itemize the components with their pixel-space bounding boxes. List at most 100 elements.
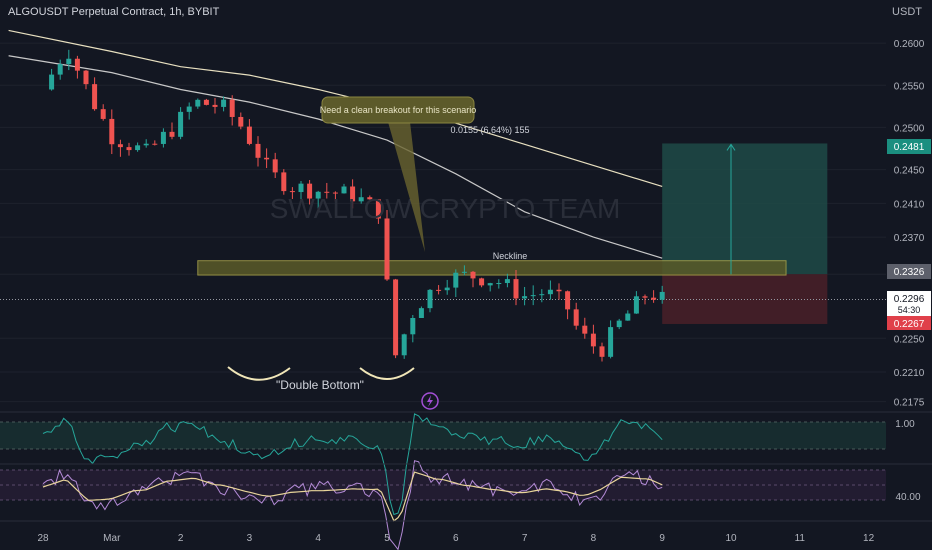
candle-body [427, 289, 433, 309]
candle-body [642, 296, 648, 298]
candle-body [109, 118, 115, 145]
x-tick-label: 12 [863, 533, 875, 544]
candle-body [582, 325, 588, 334]
candle-body [393, 279, 399, 356]
x-tick-label: Mar [103, 533, 121, 544]
candle-body [332, 192, 338, 194]
candle-body [651, 297, 657, 300]
candle-body [350, 186, 356, 202]
candle-body [556, 289, 562, 292]
candle-body [573, 309, 579, 326]
candle-body [504, 279, 510, 284]
candle-body [470, 271, 476, 279]
osc2-signal [42, 471, 663, 522]
ma-slow-line [8, 55, 663, 259]
x-tick-label: 6 [453, 533, 459, 544]
candle-body [530, 295, 536, 297]
candle-body [66, 58, 72, 65]
x-tick-label: 9 [659, 533, 665, 544]
badge-target: 0.2481 [887, 139, 931, 154]
candle-body [57, 64, 63, 75]
neckline-label: Neckline [493, 251, 528, 261]
candle-body [367, 197, 373, 200]
candle-body [453, 272, 459, 288]
x-tick-label: 5 [384, 533, 390, 544]
candle-body [479, 278, 485, 286]
candle-body [238, 116, 244, 127]
y-tick-label: 0.2250 [894, 334, 925, 345]
candle-body [513, 279, 519, 299]
candle-body [436, 289, 442, 291]
measure-label: 0.0155 (6.64%) 155 [450, 125, 529, 135]
candle-body [229, 99, 235, 117]
x-tick-label: 11 [795, 533, 806, 544]
x-tick-label: 10 [725, 533, 737, 544]
candle-body [117, 144, 123, 148]
candle-body [92, 84, 98, 110]
candle-body [358, 197, 364, 202]
candle-body [418, 308, 424, 319]
osc2-line [42, 460, 663, 550]
candle-body [487, 283, 493, 286]
x-tick-label: 2 [178, 533, 184, 544]
candle-body [539, 294, 545, 296]
x-tick-label: 7 [522, 533, 528, 544]
x-tick-label: 4 [315, 533, 321, 544]
svg-text:54:30: 54:30 [898, 305, 921, 315]
candle-body [178, 111, 184, 137]
y-tick-label: 0.2175 [894, 398, 925, 409]
candle-body [384, 218, 390, 280]
candle-body [547, 289, 553, 295]
osc2-level-label: 40.00 [895, 492, 920, 503]
candle-body [341, 186, 347, 194]
candle-body [195, 99, 201, 107]
y-tick-label: 0.2550 [894, 81, 925, 92]
watermark: SWALLOW CRYPTO TEAM [270, 193, 621, 224]
bottom-arc-right [359, 367, 415, 380]
y-tick-label: 0.2500 [894, 123, 925, 134]
candle-body [608, 327, 614, 357]
candle-body [324, 191, 330, 193]
osc1-line [42, 413, 663, 516]
candle-body [186, 106, 192, 112]
candle-body [625, 313, 631, 321]
callout-text: Need a clean breakout for this scenario [320, 105, 477, 115]
x-tick-label: 3 [247, 533, 253, 544]
candle-body [289, 191, 295, 193]
candle-body [315, 191, 321, 199]
candle-body [272, 159, 278, 173]
candle-body [49, 74, 55, 90]
candle-body [221, 99, 227, 107]
candle-body [410, 318, 416, 335]
candle-body [246, 126, 252, 144]
badge-level: 0.2326 [887, 264, 931, 279]
neckline-zone [197, 260, 787, 276]
candle-body [126, 147, 132, 151]
candle-body [135, 145, 141, 151]
y-tick-label: 0.2410 [894, 199, 925, 210]
candlesticks [49, 49, 665, 362]
lightning-icon[interactable] [421, 392, 439, 410]
badge-current: 0.2296 54:30 [887, 291, 931, 316]
oscillator-panes [0, 411, 932, 550]
candle-body [143, 143, 149, 146]
candle-body [565, 291, 571, 310]
candle-body [659, 291, 665, 300]
candle-body [633, 296, 639, 314]
candle-body [307, 183, 313, 199]
candle-body [160, 131, 166, 144]
candle-body [74, 58, 80, 71]
callout: Need a clean breakout for this scenario [320, 96, 477, 252]
svg-text:0.2326: 0.2326 [894, 267, 925, 278]
chart-title: ALGOUSDT Perpetual Contract, 1h, BYBIT [8, 6, 220, 18]
candle-body [281, 172, 287, 192]
candle-body [100, 109, 106, 119]
candle-body [599, 346, 605, 357]
grid [0, 42, 886, 403]
candle-body [496, 283, 502, 285]
candle-body [616, 320, 622, 328]
measure-arrow-head [726, 143, 736, 151]
candle-body [461, 271, 467, 273]
